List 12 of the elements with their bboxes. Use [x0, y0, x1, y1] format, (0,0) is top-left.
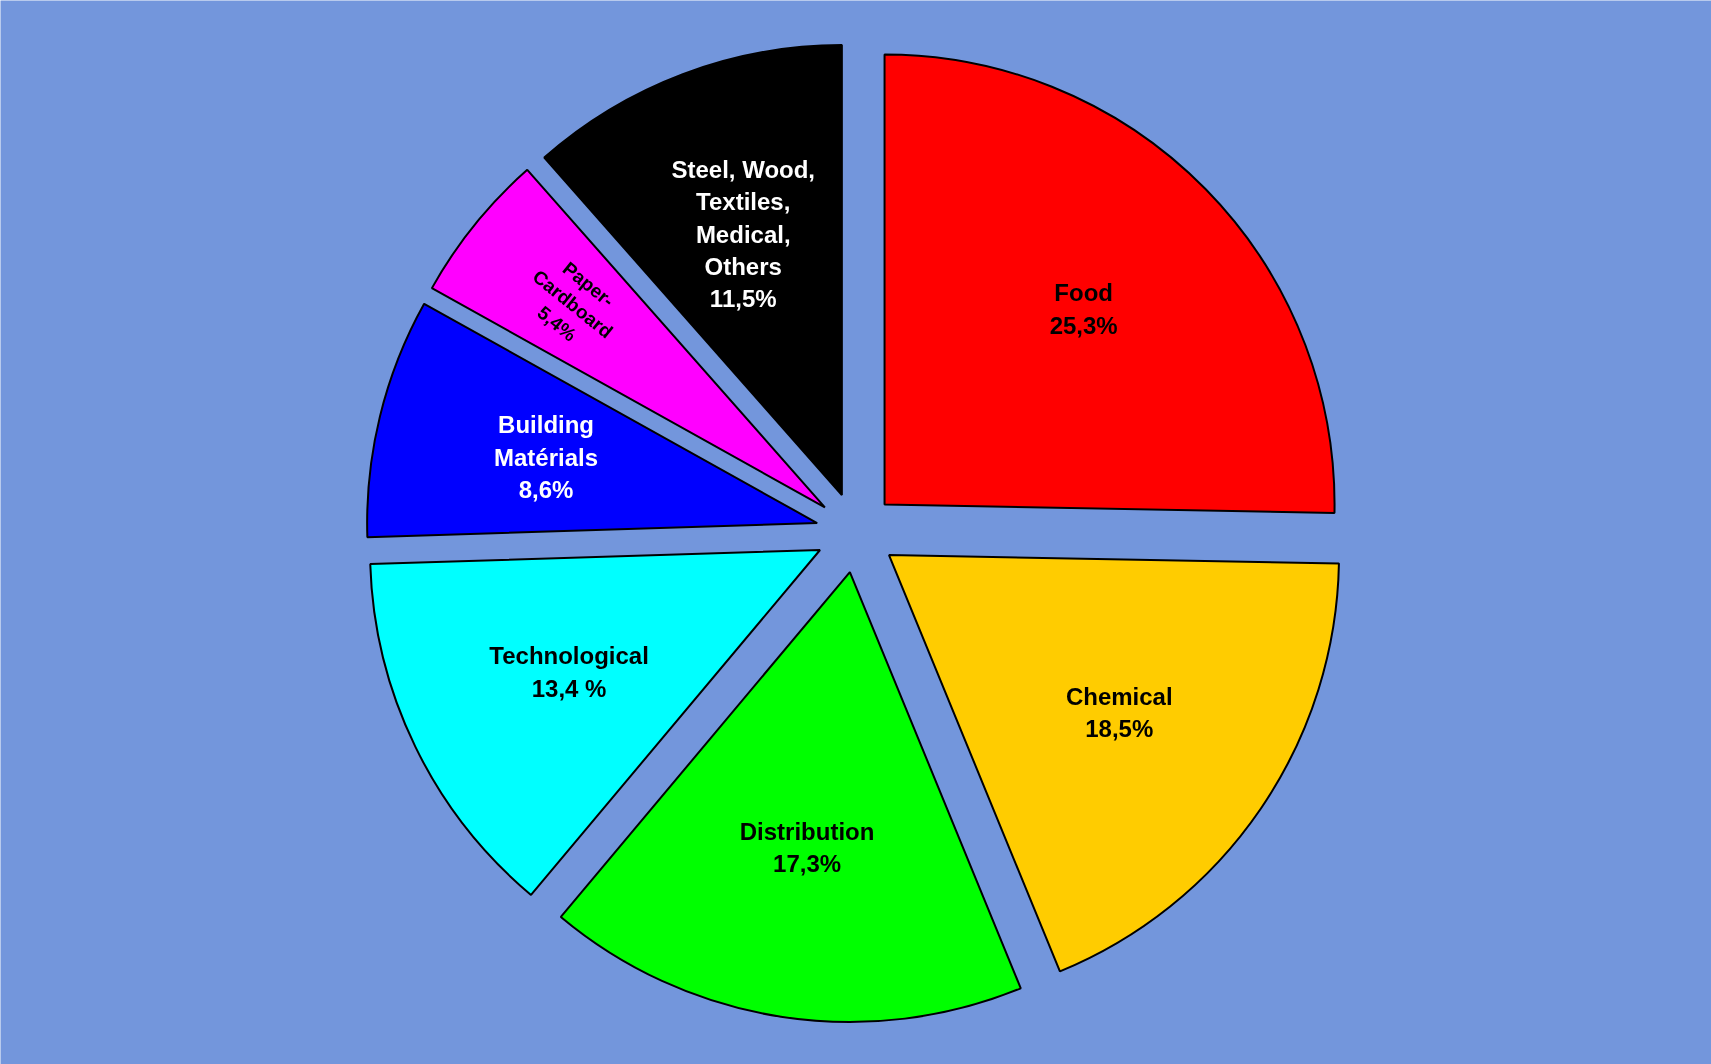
- data-label: 11,5%: [709, 285, 777, 313]
- slice-label: Distribution: [739, 818, 875, 846]
- slice-label: Food: [1054, 279, 1113, 307]
- slice-label: Steel, Wood, Textiles, Medical, Others: [671, 155, 816, 280]
- slice-label: Technological: [489, 642, 649, 670]
- slice-label: Building Matérials: [494, 411, 599, 471]
- data-label: 25,3%: [1049, 311, 1118, 339]
- data-label: 8,6%: [518, 475, 574, 503]
- data-label: 17,3%: [773, 850, 842, 878]
- data-label: 13,4 %: [531, 674, 607, 702]
- data-label: 18,5%: [1085, 715, 1154, 743]
- slice-label: Chemical: [1065, 682, 1173, 710]
